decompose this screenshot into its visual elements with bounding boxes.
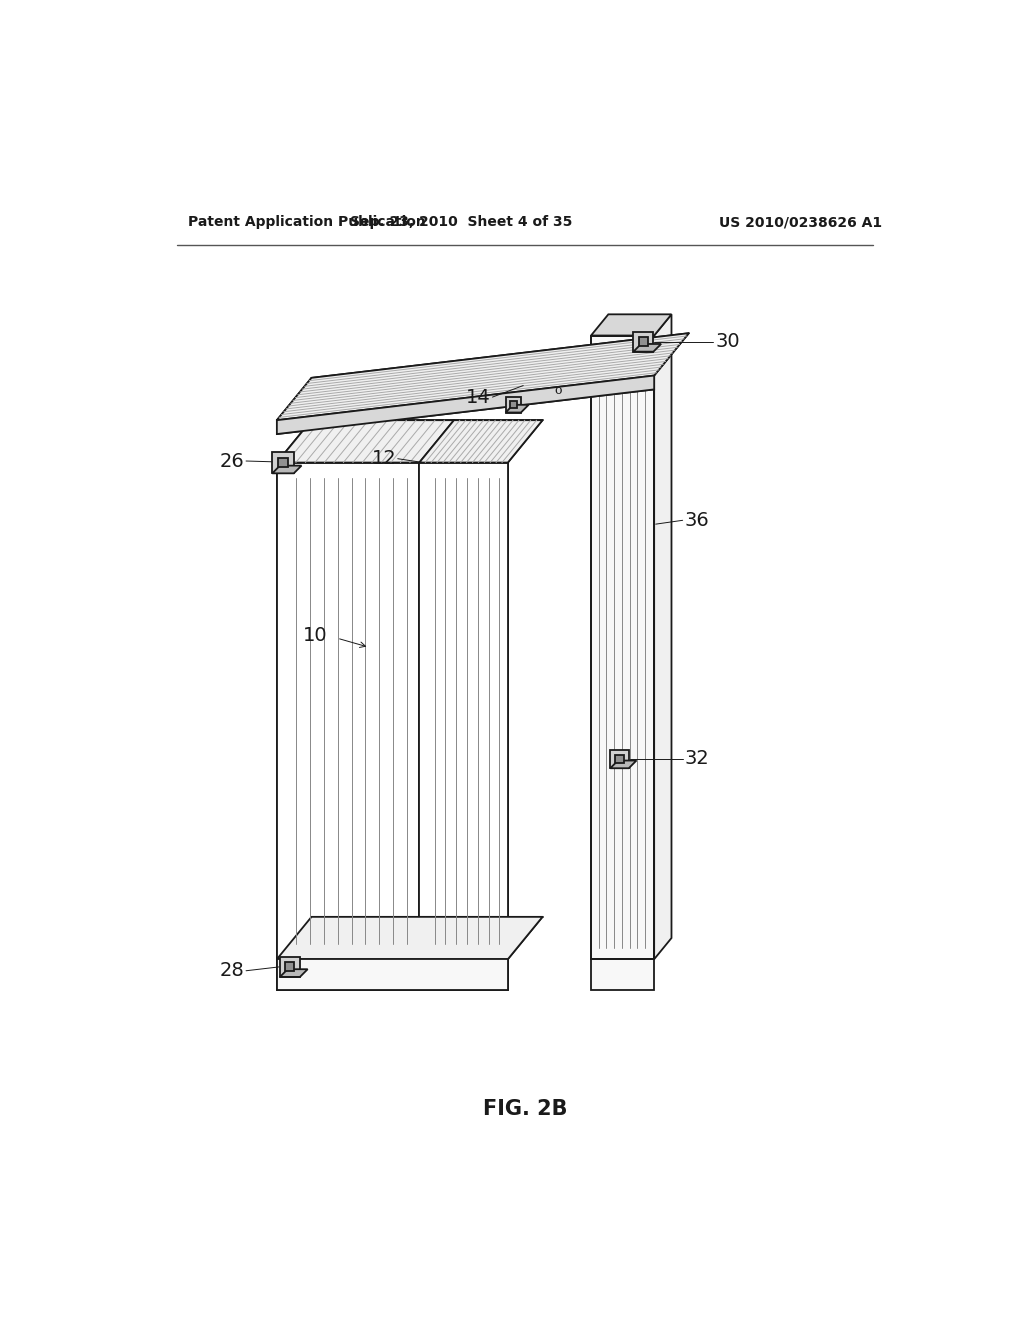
Text: 32: 32 [685,750,710,768]
Text: Patent Application Publication: Patent Application Publication [188,215,426,230]
Text: 12: 12 [372,449,396,469]
Polygon shape [276,960,508,990]
Text: 26: 26 [220,451,245,470]
Polygon shape [272,466,301,474]
Polygon shape [634,345,662,351]
Polygon shape [276,420,454,462]
Text: Sep. 23, 2010  Sheet 4 of 35: Sep. 23, 2010 Sheet 4 of 35 [350,215,572,230]
Polygon shape [276,376,654,434]
Polygon shape [419,462,508,960]
Polygon shape [654,314,672,960]
Polygon shape [506,397,521,412]
Polygon shape [272,451,294,474]
Polygon shape [615,755,624,763]
Polygon shape [286,962,295,972]
Text: 30: 30 [716,333,740,351]
Polygon shape [419,420,543,462]
Polygon shape [276,462,419,960]
Polygon shape [639,337,648,346]
Polygon shape [591,314,672,335]
Text: 36: 36 [685,511,710,529]
Polygon shape [276,917,543,960]
Polygon shape [591,335,654,960]
Polygon shape [510,401,517,408]
Polygon shape [610,750,629,768]
Text: US 2010/0238626 A1: US 2010/0238626 A1 [719,215,882,230]
Polygon shape [506,405,528,412]
Polygon shape [276,333,689,420]
Polygon shape [610,760,637,768]
Polygon shape [280,957,300,977]
Polygon shape [279,458,288,467]
Text: 14: 14 [466,388,490,407]
Text: 28: 28 [220,961,245,981]
Polygon shape [634,331,653,351]
Polygon shape [280,969,307,977]
Text: o: o [554,384,561,397]
Text: 10: 10 [303,626,328,645]
Text: FIG. 2B: FIG. 2B [482,1100,567,1119]
Polygon shape [591,960,654,990]
